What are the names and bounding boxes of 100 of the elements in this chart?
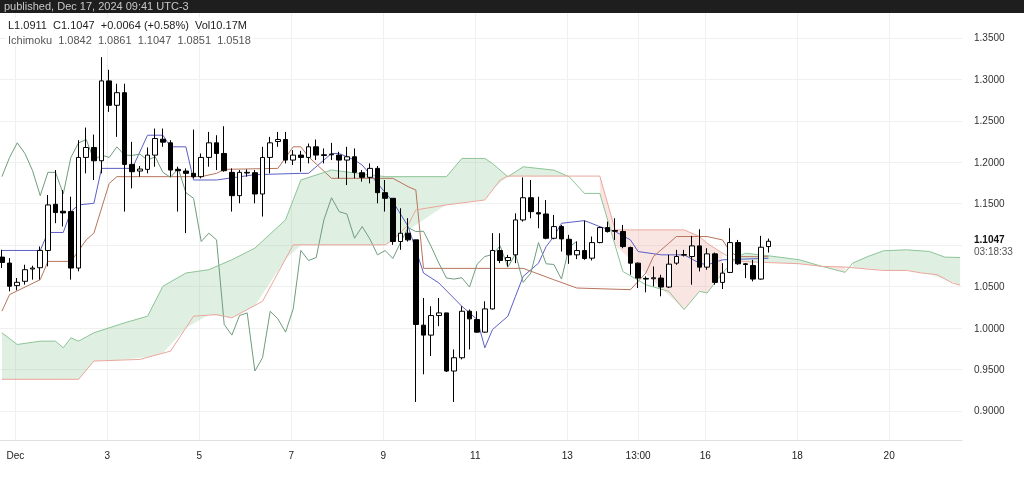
candlestick bbox=[497, 232, 503, 264]
candlestick bbox=[704, 247, 710, 271]
candlestick bbox=[566, 234, 572, 265]
candlestick bbox=[589, 236, 595, 261]
candlestick bbox=[474, 310, 480, 334]
x-tick-label: 11 bbox=[470, 449, 481, 461]
candlestick bbox=[275, 131, 281, 148]
candlestick bbox=[344, 146, 350, 186]
candlestick bbox=[635, 261, 641, 289]
candlestick bbox=[7, 257, 12, 292]
candlestick bbox=[244, 168, 250, 178]
candlestick bbox=[666, 254, 672, 289]
candlestick bbox=[658, 274, 664, 297]
x-tick-label: 20 bbox=[883, 449, 896, 461]
candlestick bbox=[628, 246, 633, 276]
candlestick bbox=[229, 167, 235, 213]
x-tick-label: 13:00 bbox=[625, 449, 652, 461]
candlestick bbox=[674, 249, 679, 266]
candlestick bbox=[76, 139, 81, 272]
y-tick-label: 1.2000 bbox=[974, 156, 1006, 168]
candlestick bbox=[405, 217, 411, 243]
candlestick bbox=[152, 128, 158, 168]
x-tick-label: 16 bbox=[699, 449, 712, 461]
x-tick-label: 13 bbox=[561, 449, 574, 461]
candlestick bbox=[459, 305, 465, 360]
candlestick bbox=[114, 83, 120, 138]
candlestick bbox=[68, 196, 74, 281]
x-tick-label: 3 bbox=[104, 449, 111, 461]
candlestick bbox=[321, 147, 327, 164]
text: 1.1047 bbox=[974, 233, 1006, 245]
annotation: Ichimoku 1.0842 1.0861 1.1047 1.0851 1.0518 bbox=[8, 33, 251, 46]
candlestick bbox=[137, 165, 143, 178]
candlestick bbox=[390, 197, 396, 246]
candlestick bbox=[129, 141, 135, 189]
candlestick bbox=[53, 169, 58, 224]
candlestick bbox=[206, 131, 212, 168]
candlestick bbox=[536, 196, 541, 229]
chart-title: published, Dec 17, 2024 09:41 UTC-3 bbox=[0, 0, 1024, 13]
candlestick bbox=[559, 224, 564, 253]
candlestick bbox=[758, 235, 764, 281]
candlestick bbox=[106, 69, 112, 113]
candlestick bbox=[528, 179, 534, 219]
candlestick bbox=[221, 125, 227, 173]
candlestick bbox=[750, 259, 756, 282]
candlestick bbox=[490, 232, 495, 311]
candlestick bbox=[198, 152, 204, 179]
x-tick-label: 18 bbox=[791, 449, 804, 461]
candlestick bbox=[160, 128, 166, 148]
candlestick bbox=[22, 264, 28, 286]
candlestick bbox=[191, 129, 196, 179]
candlestick bbox=[122, 83, 127, 213]
candlestick bbox=[505, 254, 511, 267]
candlestick bbox=[467, 309, 472, 350]
candlestick bbox=[451, 348, 457, 403]
candlestick bbox=[252, 169, 258, 204]
y-tick-label: 1.3000 bbox=[974, 73, 1006, 85]
candlestick bbox=[313, 139, 319, 161]
candlestick bbox=[267, 136, 273, 174]
candlestick bbox=[597, 226, 603, 244]
candlestick bbox=[582, 220, 587, 261]
candlestick bbox=[551, 214, 557, 240]
y-tick-label: 1.2500 bbox=[974, 115, 1006, 127]
candlestick bbox=[0, 249, 5, 269]
candlestick bbox=[168, 139, 173, 178]
candlestick bbox=[766, 238, 771, 254]
candlestick bbox=[237, 169, 242, 204]
candlestick bbox=[375, 165, 380, 204]
candlestick bbox=[681, 249, 687, 258]
y-tick-label: 1.3500 bbox=[974, 32, 1006, 44]
x-tick-label: 7 bbox=[288, 449, 295, 461]
candlestick bbox=[359, 169, 365, 183]
y-tick-label: 1.1500 bbox=[974, 198, 1006, 210]
candlestick bbox=[298, 150, 304, 173]
y-tick-label: 0.9500 bbox=[974, 364, 1006, 376]
line-series bbox=[1, 139, 578, 372]
candlestick bbox=[99, 56, 104, 174]
candlestick bbox=[14, 277, 20, 291]
candlestick bbox=[651, 265, 656, 287]
candlestick bbox=[482, 300, 488, 334]
candlestick bbox=[421, 297, 426, 375]
candlestick bbox=[720, 262, 725, 290]
candlestick bbox=[214, 134, 219, 171]
candlestick bbox=[612, 217, 618, 241]
candlestick bbox=[37, 245, 43, 281]
candlestick bbox=[697, 228, 702, 272]
candlestick bbox=[444, 312, 449, 373]
candlestick bbox=[175, 166, 181, 213]
x-tick-label: Dec bbox=[6, 449, 25, 461]
x-tick-label: 9 bbox=[380, 449, 387, 461]
candlestick bbox=[413, 239, 419, 403]
candlestick bbox=[352, 147, 357, 179]
x-tick-label: 5 bbox=[196, 449, 203, 461]
candlestick bbox=[283, 131, 288, 164]
candlestick bbox=[183, 167, 189, 234]
candlestick bbox=[520, 176, 526, 223]
candlestick bbox=[290, 149, 296, 166]
y-tick-label: 0.9000 bbox=[974, 405, 1006, 417]
candlestick bbox=[398, 207, 403, 251]
candlestick bbox=[727, 227, 733, 274]
candlestick bbox=[574, 241, 580, 260]
